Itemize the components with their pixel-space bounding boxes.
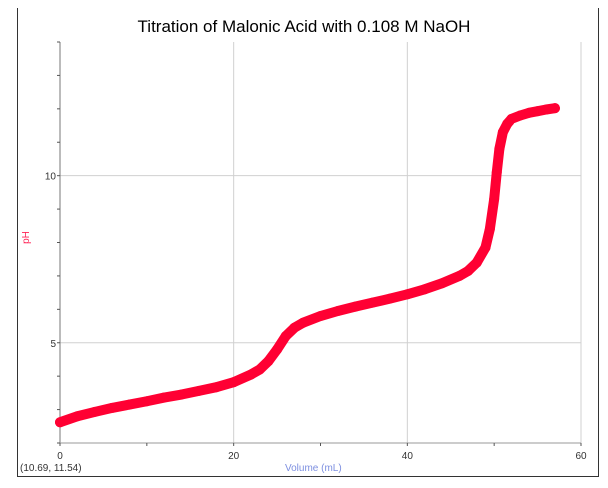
data-point [332, 306, 343, 317]
x-tick-label: 20 [228, 451, 240, 462]
data-point [350, 301, 361, 312]
data-point [419, 284, 430, 295]
data-point [463, 265, 474, 276]
data-point [289, 322, 300, 333]
data-point [298, 317, 309, 328]
x-tick-label: 60 [575, 451, 587, 462]
data-point [471, 257, 482, 268]
data-point [176, 389, 187, 400]
data-point [506, 113, 517, 124]
data-point [254, 364, 265, 375]
data-point [480, 242, 491, 253]
data-point [384, 293, 395, 304]
x-axis-label: Volume (mL) [285, 463, 342, 474]
data-point [89, 406, 100, 417]
data-point [497, 127, 508, 138]
y-tick-label: 5 [50, 339, 56, 350]
data-point [367, 297, 378, 308]
data-point [263, 356, 274, 367]
coordinate-readout: (10.69, 11.54) [20, 463, 82, 474]
chart-title: Titration of Malonic Acid with 0.108 M N… [137, 17, 471, 36]
x-tick-label: 40 [402, 451, 414, 462]
data-point [228, 377, 239, 388]
data-point [484, 224, 495, 235]
data-point [159, 392, 170, 403]
data-point [246, 369, 257, 380]
data-point [141, 396, 152, 407]
data-point [491, 167, 502, 178]
data-point [515, 110, 526, 121]
data-point [549, 103, 560, 114]
data-point [454, 270, 465, 281]
data-point [489, 194, 500, 205]
data-point [211, 382, 222, 393]
data-point [55, 417, 65, 428]
data-point [541, 104, 552, 115]
data-point [315, 311, 326, 322]
data-point [523, 107, 534, 118]
data-point [107, 402, 118, 413]
data-point [494, 143, 505, 154]
graph-frame [17, 8, 599, 477]
data-point [532, 106, 543, 117]
data-point [280, 331, 291, 342]
data-point [124, 399, 135, 410]
data-point [402, 289, 413, 300]
x-tick-label: 0 [57, 451, 63, 462]
data-point [437, 278, 448, 289]
data-point [272, 344, 283, 355]
data-point [193, 385, 204, 396]
y-tick-label: 10 [45, 172, 57, 183]
data-point [72, 411, 83, 422]
